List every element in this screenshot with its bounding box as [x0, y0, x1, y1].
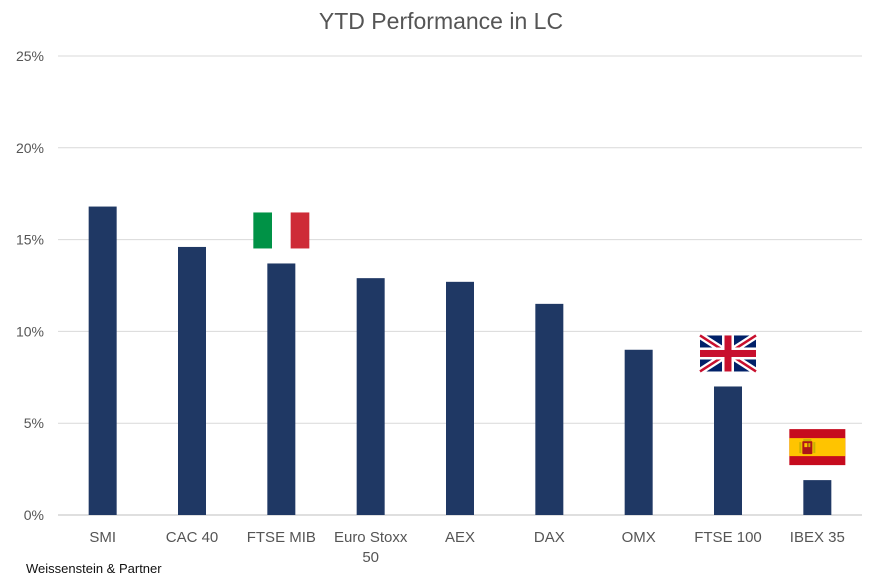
y-tick-label: 15%	[16, 232, 44, 248]
source-credit: Weissenstein & Partner	[26, 561, 162, 576]
x-tick-label: DAX	[534, 529, 565, 546]
uk-flag-icon	[698, 332, 758, 375]
bar	[267, 263, 296, 515]
bar	[803, 480, 832, 515]
x-tick-label: OMX	[622, 529, 656, 546]
x-tick-label: FTSE 100	[694, 529, 762, 546]
x-tick-label: FTSE MIB	[247, 529, 316, 546]
x-tick-label: AEX	[445, 529, 475, 546]
x-tick-label: IBEX 35	[790, 529, 845, 546]
spain-flag-icon	[789, 429, 846, 466]
bar	[88, 206, 117, 515]
y-tick-label: 20%	[16, 140, 44, 156]
y-tick-label: 0%	[24, 507, 44, 523]
y-axis-ticks: 0% 5% 10% 15% 20% 25%	[16, 48, 44, 523]
x-tick-label: CAC 40	[166, 529, 219, 546]
chart-title: YTD Performance in LC	[319, 8, 563, 34]
x-tick-label: SMI	[89, 529, 116, 546]
y-tick-label: 25%	[16, 48, 44, 64]
bars	[88, 206, 832, 515]
x-tick-label: Euro Stoxx 50	[334, 529, 408, 566]
flags	[253, 212, 846, 466]
italy-flag-icon	[253, 212, 310, 249]
bar	[178, 246, 206, 515]
bar	[535, 303, 564, 515]
bar	[714, 386, 742, 515]
bar	[446, 281, 474, 515]
bar	[624, 349, 653, 515]
bar	[356, 278, 385, 515]
y-tick-label: 10%	[16, 323, 44, 339]
y-tick-label: 5%	[24, 415, 44, 431]
x-axis-labels: SMI CAC 40 FTSE MIB Euro Stoxx 50 AEX DAX OMX FT…	[89, 529, 845, 566]
